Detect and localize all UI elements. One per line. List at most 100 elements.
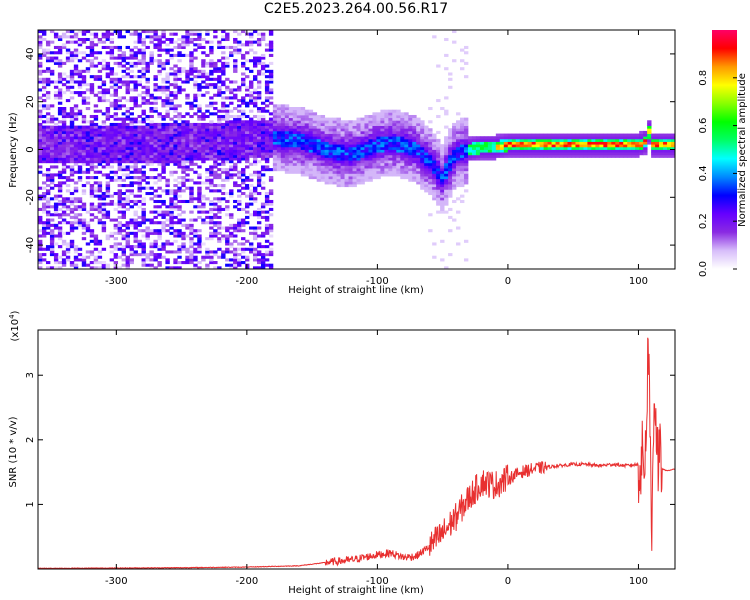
spectrogram-cell: [563, 149, 568, 153]
spectrogram-cell: [133, 51, 138, 55]
spectrogram-cell: [416, 170, 421, 174]
spectrogram-cell: [45, 59, 51, 63]
spectrogram-cell: [264, 80, 270, 84]
spectrogram-cell: [563, 138, 568, 142]
spectrogram-cell: [360, 160, 365, 164]
spectrogram-cell: [237, 43, 242, 47]
spectrogram-cell: [460, 178, 465, 182]
spectrogram-cell: [185, 133, 190, 137]
spectrogram-cell: [109, 104, 115, 108]
spectrogram-cell: [252, 234, 258, 238]
spectrogram-cell: [81, 162, 87, 166]
spectrogram-cell: [121, 253, 126, 257]
spectrogram-cell: [607, 138, 612, 142]
spectrogram-cell: [173, 133, 178, 137]
spectrogram-cell: [153, 181, 158, 185]
spectrogram-cell: [408, 120, 413, 124]
spectrogram-cell: [229, 101, 234, 105]
spectrogram-cell: [117, 154, 123, 158]
spectrogram-cell: [149, 30, 154, 34]
spectrogram-cell: [201, 149, 206, 153]
spectrogram-cell: [336, 133, 341, 137]
spectrogram-cell: [153, 258, 158, 262]
spectrogram-cell: [328, 128, 334, 132]
spectrogram-cell: [356, 138, 361, 142]
spectrogram-cell: [527, 144, 533, 148]
spectrogram-cell: [452, 130, 457, 134]
spectrogram-cell: [340, 122, 345, 126]
spectrogram-cell: [607, 154, 612, 158]
spectrogram-cell: [671, 154, 675, 158]
spectrogram-cell: [45, 96, 51, 100]
spectrogram-cell: [308, 125, 314, 129]
spectrogram-cell: [292, 133, 298, 137]
spectrogram-cell: [53, 128, 59, 132]
spectrogram-cell: [360, 117, 365, 121]
spectrogram-cell: [65, 99, 71, 103]
spectrogram-cell: [667, 152, 672, 156]
spectrogram-cell: [137, 37, 142, 42]
spectrogram-cell: [169, 221, 174, 225]
spectrogram-cell: [599, 141, 604, 145]
spectrogram-cell: [121, 120, 126, 124]
spectrogram-cell: [229, 154, 234, 158]
spectrogram-cell: [456, 122, 461, 126]
spectrogram-cell: [165, 157, 170, 161]
snr-xtick-label: 0: [505, 576, 511, 587]
spectrogram-cell: [89, 191, 95, 196]
spectrogram-xtick-label: -100: [366, 276, 389, 287]
spectrogram-cell: [69, 160, 75, 164]
spectrogram-cell: [173, 109, 178, 113]
spectrogram-cell: [53, 213, 59, 217]
spectrogram-cell: [396, 141, 401, 145]
spectrogram-cell: [555, 152, 560, 156]
spectrogram-cell: [89, 234, 95, 238]
spectrogram-cell: [547, 144, 552, 148]
spectrogram-cell: [177, 128, 182, 132]
spectrogram-cell: [169, 117, 174, 121]
spectrogram-cell: [61, 112, 67, 116]
spectrogram-cell: [400, 149, 405, 153]
spectrogram-cell: [165, 160, 170, 164]
spectrogram-cell: [125, 56, 130, 60]
spectrogram-cell: [332, 160, 337, 164]
spectrogram-cell: [436, 170, 441, 174]
spectrogram-cell: [161, 32, 166, 36]
spectrogram-cell: [487, 144, 493, 148]
spectrogram-cell: [372, 122, 377, 126]
spectrogram-cell: [161, 242, 166, 246]
spectrogram-cell: [404, 165, 409, 169]
spectrogram-cell: [89, 83, 95, 87]
spectrogram-cell: [133, 80, 138, 84]
spectrogram-cell: [428, 165, 433, 169]
spectrogram-cell: [571, 149, 576, 153]
spectrogram-cell: [169, 223, 174, 227]
spectrogram-cell: [149, 136, 154, 140]
spectrogram-cell: [133, 85, 138, 89]
spectrogram-cell: [153, 189, 158, 193]
spectrogram-cell: [364, 125, 369, 129]
spectrogram-cell: [61, 61, 67, 65]
spectrogram-cell: [121, 56, 126, 60]
spectrogram-cell: [109, 72, 115, 76]
spectrogram-cell: [444, 160, 449, 164]
spectrogram-cell: [101, 146, 107, 150]
spectrogram-cell: [65, 189, 71, 193]
spectrogram-cell: [97, 194, 103, 198]
spectrogram-cell: [408, 133, 413, 137]
spectrogram-cell: [133, 226, 138, 230]
spectrogram-cell: [45, 146, 51, 150]
spectrogram-cell: [344, 149, 349, 153]
spectrogram-cell: [165, 101, 170, 105]
spectrogram-cell: [404, 112, 409, 116]
spectrogram-cell: [241, 136, 246, 140]
spectrogram-cell: [53, 207, 59, 211]
spectrogram-cell: [428, 152, 433, 156]
spectrogram-cell: [252, 91, 258, 95]
spectrogram-cell: [161, 210, 166, 214]
spectrogram-cell: [655, 144, 660, 148]
spectrogram-cell: [137, 154, 142, 158]
spectrogram-cell: [137, 104, 142, 108]
spectrogram-cell: [125, 261, 130, 265]
spectrogram-xtick-label: -200: [236, 276, 259, 287]
